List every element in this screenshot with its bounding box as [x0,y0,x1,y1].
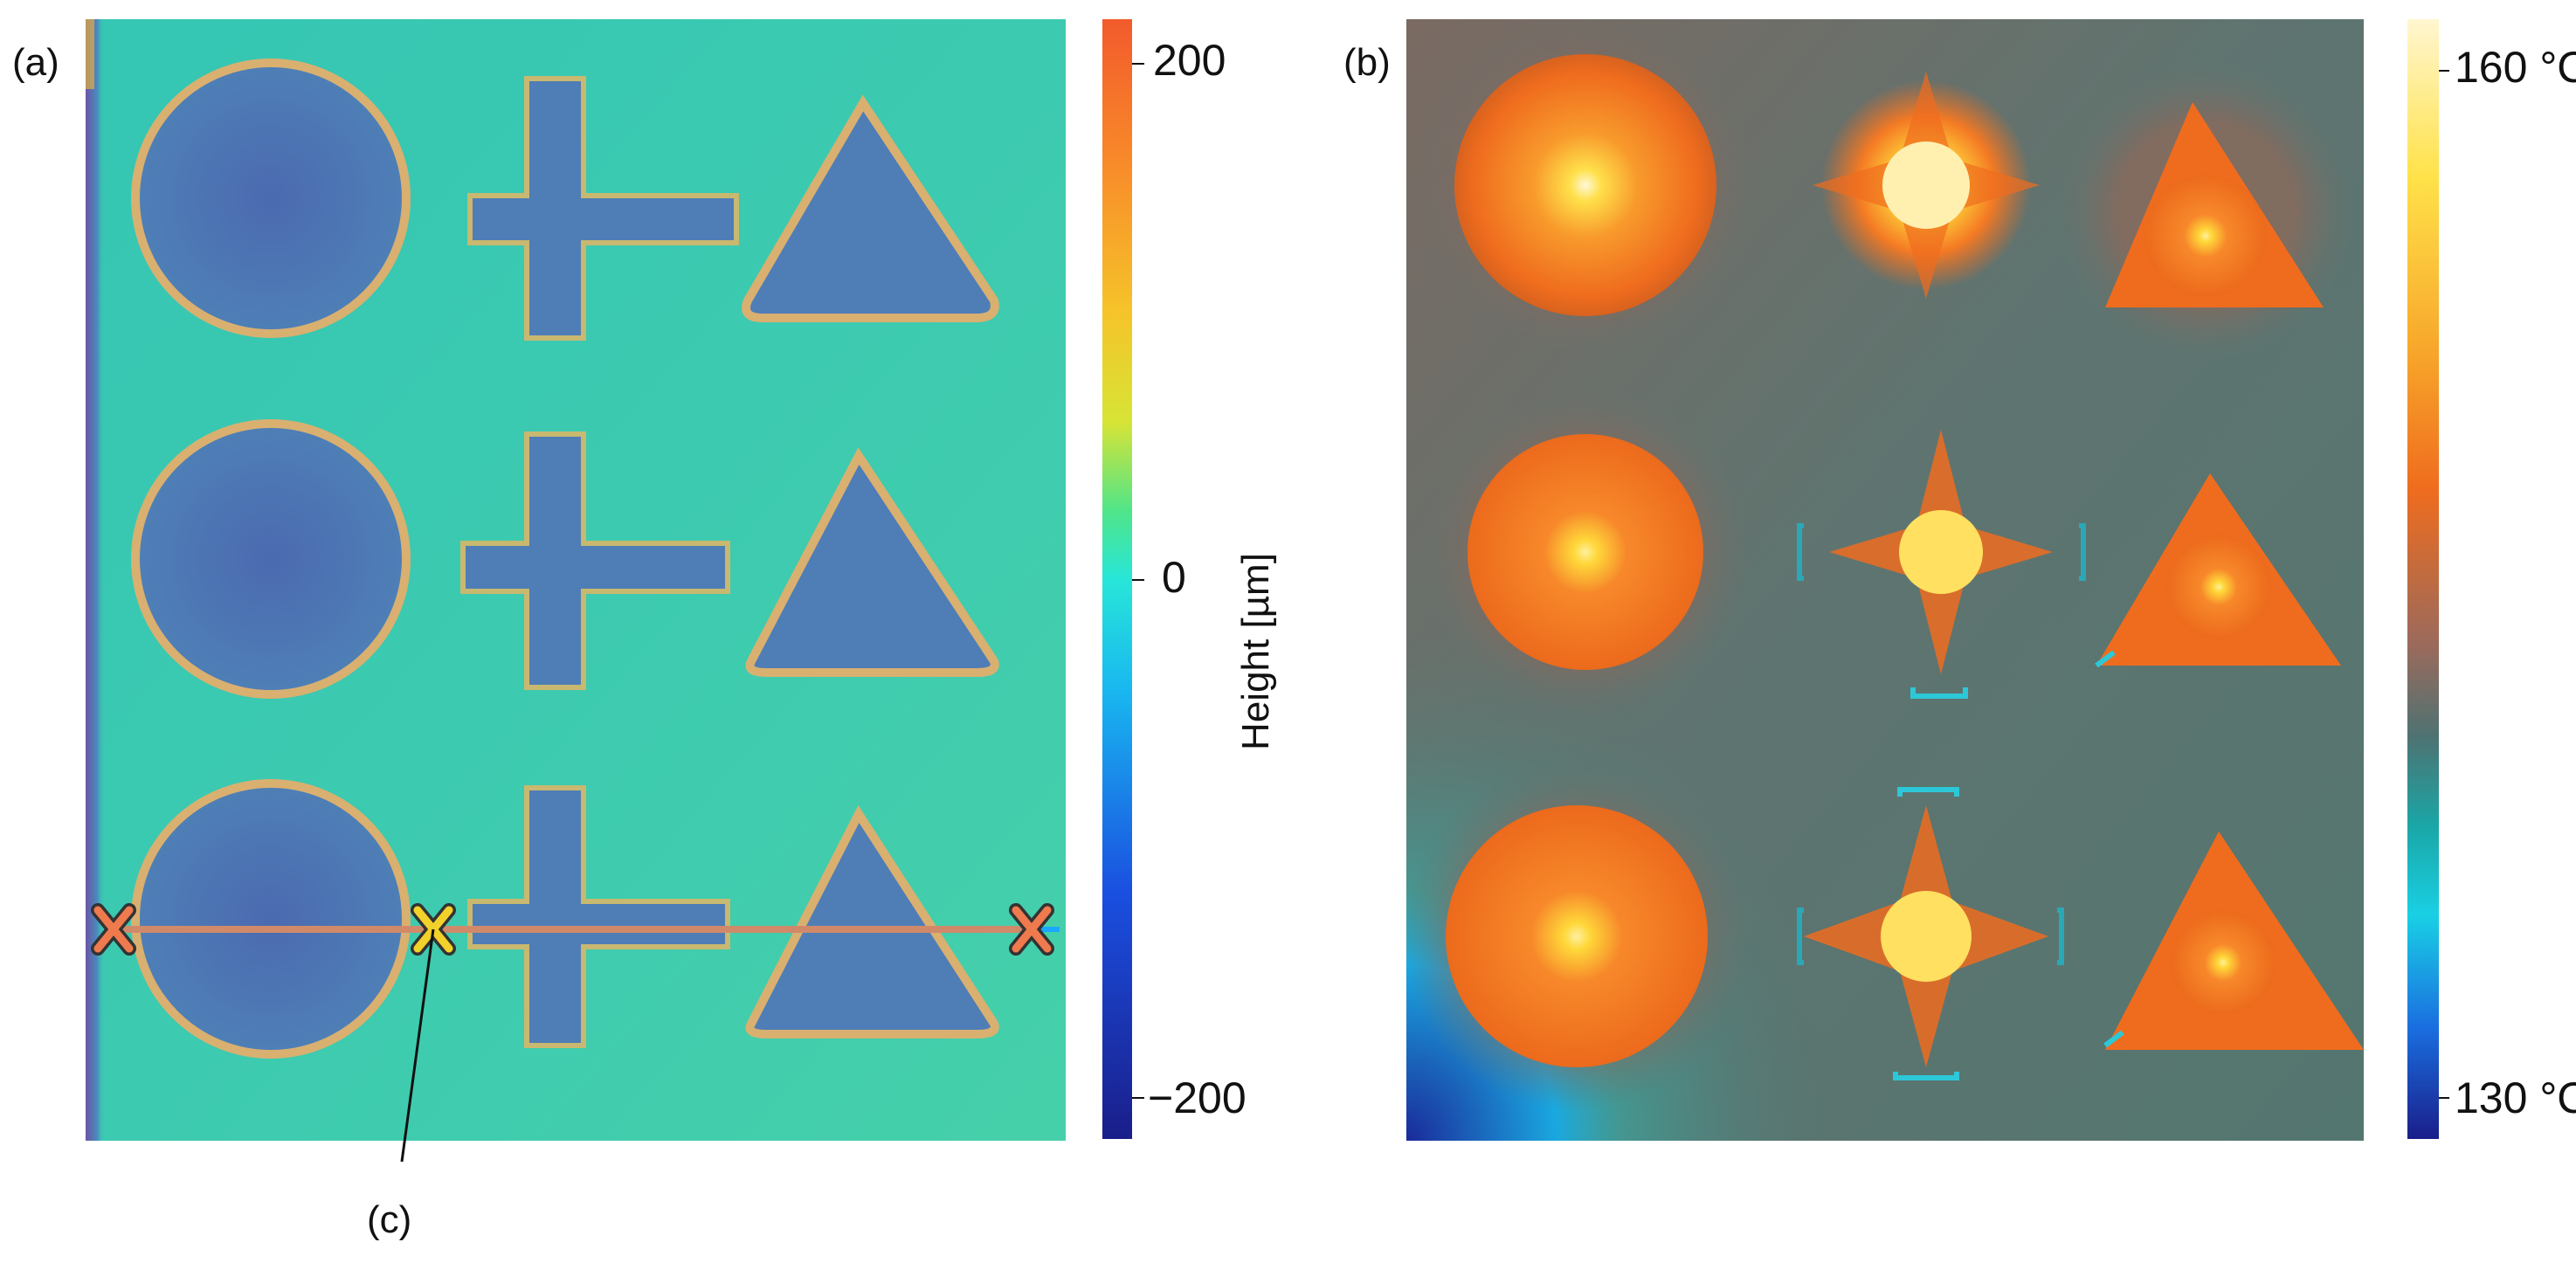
hot-circle [1446,805,1708,1067]
temperature-tick-min: 130 °C [2455,1073,2576,1122]
profile-start-marker [91,903,136,956]
temperature-colorbar [2407,19,2439,1139]
row-1-shapes [131,59,999,341]
triangle-feature [742,94,999,322]
thermal-row-2 [1419,386,2341,718]
hot-circle [1468,434,1703,670]
circle-feature [131,779,411,1059]
cross-feature [467,76,739,341]
circle-feature [131,419,411,699]
circle-feature [131,59,411,338]
triangle-feature [745,447,999,677]
row-3-shapes [131,779,999,1059]
panel-a-label: (a) [12,41,59,84]
cross-feature [467,785,730,1048]
height-colorbar-title: Height [µm] [1234,553,1277,750]
height-tick-max: 200 [1153,36,1226,85]
hot-cross [1881,891,1972,982]
thermal-row-1 [1411,19,2354,360]
height-tick-zero: 0 [1162,553,1186,602]
hot-cross [1899,510,1983,594]
profile-end-marker [1009,903,1054,956]
cross-feature [460,431,730,690]
callout-leader-line [400,928,435,1163]
callout-c-label: (c) [367,1198,412,1241]
triangle-feature [745,805,999,1039]
thermal-row-3 [1406,762,2364,1111]
height-colorbar [1102,19,1132,1139]
thermal-image [1406,19,2364,1141]
panel-b-label: (b) [1343,41,1391,84]
height-tick-min: −200 [1148,1073,1247,1122]
hot-circle [1454,54,1716,316]
height-map-image [86,19,1066,1141]
row-2-shapes [131,419,999,699]
temperature-tick-max: 160 °C [2455,43,2576,92]
